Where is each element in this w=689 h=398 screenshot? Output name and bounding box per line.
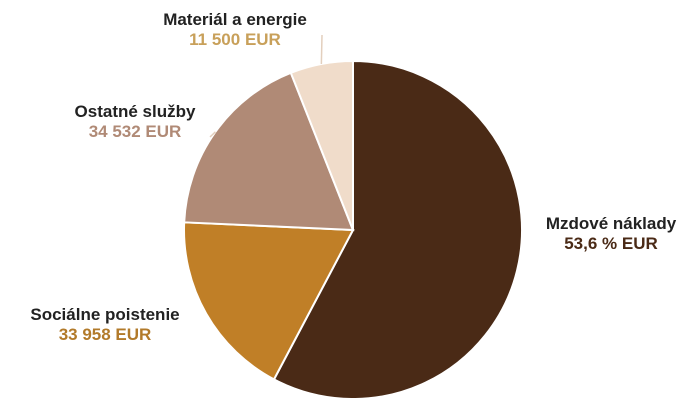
label-ostatne-sluzby: Ostatné služby 34 532 EUR [50,102,220,141]
slice-mzdove-naklady [272,59,523,398]
slice-label: Sociálne poistenie [30,305,180,324]
slice-socialne-poistenie [183,221,355,381]
label-mzdove-naklady: Mzdové náklady 53,6 % EUR [536,214,686,253]
slice-value: 33 958 EUR [58,324,152,344]
leader-materialy-a-energie [320,34,323,65]
label-socialne-poistenie: Sociálne poistenie 33 958 EUR [5,305,205,344]
slice-label: Ostatné služby [74,102,196,121]
label-materialy-a-energie: Materiál a energie 11 500 EUR [145,10,325,49]
slice-label: Materiál a energie [163,10,307,29]
slice-value: 11 500 EUR [189,29,281,49]
slice-value: 34 532 EUR [88,121,182,141]
slice-label: Mzdové náklady [545,214,677,233]
leader-ostatne-sluzby [209,131,216,138]
slice-materialy-a-energie [289,59,354,231]
slice-value: 53,6 % EUR [564,233,658,253]
